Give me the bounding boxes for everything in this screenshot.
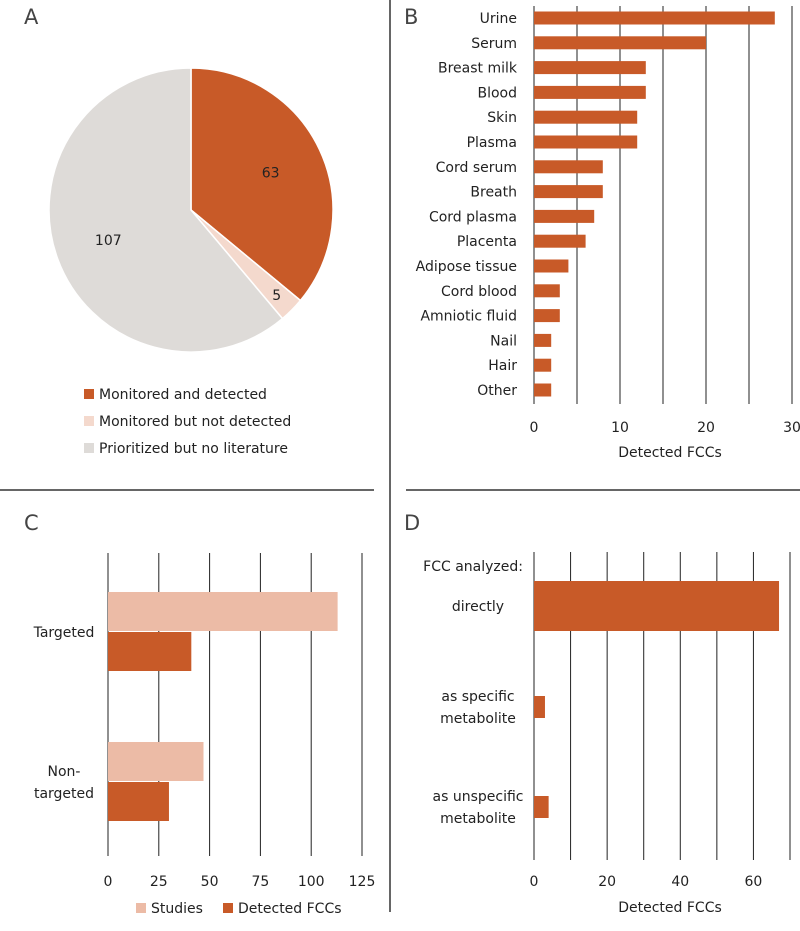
- category-label-other: Other: [477, 383, 517, 399]
- pie-label-monitored-but-not-detected: 5: [272, 288, 281, 304]
- legend-swatch-detected-fccs: [223, 903, 233, 913]
- bar-cord-serum: [534, 160, 603, 174]
- bar-plasma: [534, 135, 638, 149]
- legend-swatch-monitored-but-not-detected: [84, 416, 94, 426]
- x-tick-label: 20: [697, 420, 715, 436]
- bar-targeted-detected-fccs: [108, 632, 192, 671]
- category-label-cord-blood: Cord blood: [441, 284, 517, 300]
- category-label-adipose-tissue: Adipose tissue: [416, 259, 517, 275]
- bar-adipose-tissue: [534, 259, 569, 273]
- category-label-urine: Urine: [480, 11, 517, 27]
- bar-as-unspecific-metabolite: [534, 796, 549, 818]
- bar-directly: [534, 581, 780, 631]
- x-tick-label: 100: [298, 874, 325, 890]
- legend-swatch-monitored-and-detected: [84, 389, 94, 399]
- category-label-breast-milk: Breast milk: [438, 61, 518, 77]
- panel-b-letter: B: [404, 5, 418, 29]
- panel-c-bar-chart: Targeted Non-targeted 0 25 50 75 100 125 Studies…: [33, 553, 376, 917]
- bar-other: [534, 383, 552, 397]
- category-label-plasma: Plasma: [467, 135, 517, 151]
- legend-swatch-studies: [136, 903, 146, 913]
- legend-label-monitored-and-detected: Monitored and detected: [99, 387, 267, 403]
- category-label-cord-serum: Cord serum: [436, 160, 517, 176]
- legend-label-prioritized-but-no-literature: Prioritized but no literature: [99, 441, 288, 457]
- pie-label-monitored-and-detected: 63: [262, 166, 280, 182]
- pie-slice-prioritized-but-no-literature: [48, 67, 284, 353]
- category-label-targeted: Targeted: [33, 625, 95, 641]
- panel-d-bar-chart: FCC analyzed: directly as specific metaboli…: [423, 552, 791, 916]
- panel-d-letter: D: [404, 511, 420, 535]
- category-label-non-targeted: Non-: [48, 764, 81, 780]
- x-tick-label: 125: [349, 874, 376, 890]
- category-label-nail: Nail: [490, 333, 517, 349]
- bar-cord-blood: [534, 284, 560, 298]
- legend-label-studies: Studies: [151, 901, 203, 917]
- category-label-cord-plasma: Cord plasma: [429, 209, 517, 225]
- category-label-as-specific-metabolite: as specific: [441, 689, 514, 705]
- category-label-serum: Serum: [471, 36, 517, 52]
- bar-hair: [534, 358, 552, 372]
- category-label-as-unspecific-metabolite: metabolite: [440, 811, 516, 827]
- x-tick-label: 75: [251, 874, 269, 890]
- category-label-amniotic-fluid: Amniotic fluid: [420, 309, 517, 325]
- x-tick-label: 0: [530, 874, 539, 890]
- bar-nail: [534, 333, 552, 347]
- category-label-hair: Hair: [488, 358, 517, 374]
- category-label-skin: Skin: [487, 110, 517, 126]
- bar-cord-plasma: [534, 209, 595, 223]
- x-tick-label: 25: [150, 874, 168, 890]
- category-label-as-unspecific-metabolite: as unspecific: [433, 789, 524, 805]
- category-label-as-specific-metabolite: metabolite: [440, 711, 516, 727]
- category-label-blood: Blood: [477, 85, 517, 101]
- legend-label-monitored-but-not-detected: Monitored but not detected: [99, 414, 291, 430]
- bar-blood: [534, 85, 646, 99]
- legend-swatch-prioritized-but-no-literature: [84, 443, 94, 453]
- bar-serum: [534, 36, 706, 50]
- panel-a-letter: A: [24, 5, 39, 29]
- pie-slice-monitored-and-detected: [190, 67, 334, 302]
- bar-amniotic-fluid: [534, 309, 560, 323]
- bar-breath: [534, 185, 603, 199]
- bar-placenta: [534, 234, 586, 248]
- x-axis-title: Detected FCCs: [618, 900, 722, 916]
- panel-c-letter: C: [24, 511, 39, 535]
- panel-a-pie-chart: 63 5 107 Monitored and detected Monitored bu…: [48, 67, 334, 457]
- bar-breast-milk: [534, 61, 646, 75]
- x-tick-label: 60: [745, 874, 763, 890]
- bar-non-targeted-studies: [108, 742, 204, 781]
- category-label-placenta: Placenta: [457, 234, 517, 250]
- x-tick-label: 40: [671, 874, 689, 890]
- x-tick-label: 10: [611, 420, 629, 436]
- panel-b-bar-chart: Urine Serum Breast milk Blood Skin Plasma Cord…: [416, 6, 800, 461]
- x-tick-label: 50: [201, 874, 219, 890]
- bar-as-specific-metabolite: [534, 696, 545, 718]
- x-tick-label: 0: [530, 420, 539, 436]
- category-label-directly: directly: [452, 599, 504, 615]
- x-tick-label: 30: [783, 420, 800, 436]
- x-tick-label: 0: [104, 874, 113, 890]
- legend-label-detected-fccs: Detected FCCs: [238, 901, 342, 917]
- pie-label-prioritized-but-no-literature: 107: [95, 233, 122, 249]
- x-tick-label: 20: [598, 874, 616, 890]
- bar-skin: [534, 110, 638, 124]
- bar-targeted-studies: [108, 592, 338, 631]
- bar-non-targeted-detected-fccs: [108, 782, 169, 821]
- category-label-breath: Breath: [470, 185, 517, 201]
- x-axis-title: Detected FCCs: [618, 445, 722, 461]
- group-header: FCC analyzed:: [423, 559, 523, 575]
- bar-urine: [534, 11, 775, 25]
- category-label-non-targeted: targeted: [34, 786, 94, 802]
